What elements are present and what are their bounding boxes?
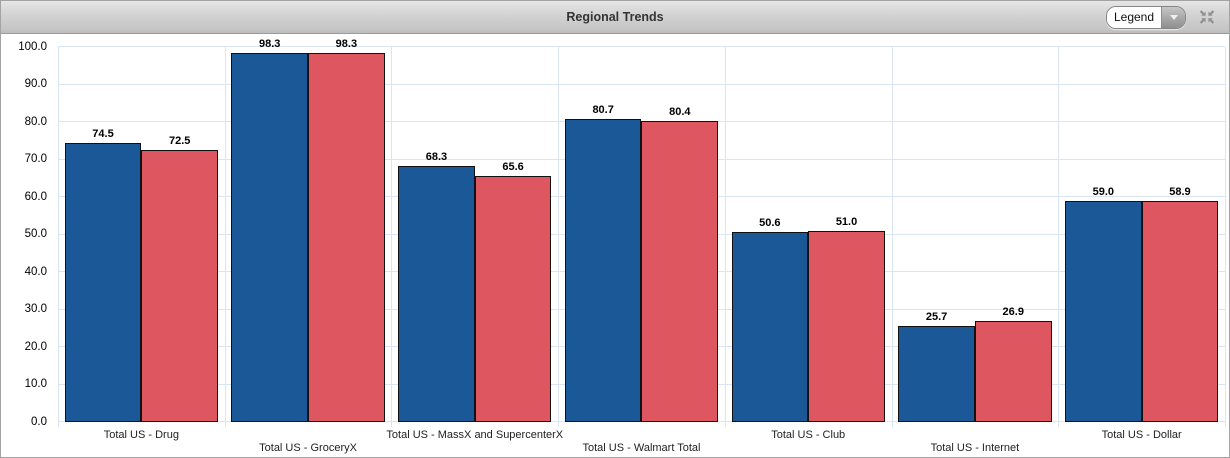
y-axis-tick-label: 60.0	[24, 190, 47, 203]
bar-series-2[interactable]: 26.9	[974, 306, 1052, 422]
x-axis-category-label: Total US - Club	[771, 429, 846, 441]
vertical-gridline	[891, 47, 893, 427]
bar-value-label: 65.6	[502, 161, 524, 173]
bar-value-label: 80.4	[669, 105, 691, 118]
x-axis-category-label: Total US - GroceryX	[259, 442, 357, 454]
bar-value-label: 26.9	[1002, 306, 1024, 319]
y-axis: 0.0 10.0 20.0 30.0 40.0 50.0 60.0 70.0 80.0 90.0 1…	[1, 41, 52, 427]
bar-series-2[interactable]: 80.4	[641, 106, 719, 422]
bar-group: 98.3 98.3 Total US - GroceryX	[225, 38, 392, 454]
bar-series-1[interactable]: 68.3	[398, 151, 475, 422]
bar-group: 74.5 72.5 Total US - Drug	[58, 47, 225, 441]
chart-area: 0.0 10.0 20.0 30.0 40.0 50.0 60.0 70.0 80.0 90.0 1…	[1, 34, 1229, 457]
bar-series-2[interactable]: 72.5	[141, 135, 219, 422]
y-axis-tick-label: 30.0	[24, 302, 47, 315]
legend-dropdown-arrow-button[interactable]	[1161, 7, 1185, 28]
bar-series-1[interactable]: 80.7	[564, 104, 642, 422]
vertical-gridline	[224, 47, 226, 427]
bar-series-1[interactable]: 98.3	[231, 38, 309, 422]
horizontal-gridline	[58, 46, 1225, 47]
y-axis-tick-label: 80.0	[24, 115, 47, 128]
x-axis-category-label: Total US - Walmart Total	[582, 442, 701, 454]
y-axis-tick-label: 50.0	[24, 227, 47, 240]
bar-value-label: 98.3	[335, 38, 358, 51]
chevron-down-icon	[1169, 15, 1178, 20]
vertical-gridline	[558, 47, 560, 427]
bar-value-label: 74.5	[92, 127, 114, 140]
bar-value-label: 59.0	[1092, 185, 1114, 198]
x-axis-category-label: Total US - Dollar	[1101, 429, 1182, 441]
bar-series-1[interactable]: 59.0	[1064, 186, 1142, 422]
bar-group: 50.6 51.0 Total US - Club	[725, 47, 892, 441]
legend-dropdown-value: Legend	[1107, 7, 1161, 28]
bar-value-label: 25.7	[925, 310, 948, 323]
vertical-gridline	[1225, 47, 1226, 427]
bar-group: 59.0 58.9 Total US - Dollar	[1058, 47, 1225, 441]
x-axis-category-label: Total US - Internet	[930, 442, 1020, 454]
plot-area: 74.5 72.5 Total US - Drug 98.3 98.3 Total US …	[58, 38, 1226, 454]
y-axis-tick-label: 0.0	[31, 415, 47, 428]
vertical-gridline	[391, 47, 393, 427]
y-axis-tick-label: 100.0	[18, 40, 47, 53]
widget-header: Regional Trends Legend	[1, 1, 1229, 34]
bar-value-label: 98.3	[259, 38, 281, 51]
bar-group: 25.7 26.9 Total US - Internet	[892, 47, 1059, 454]
bar-series-2[interactable]: 51.0	[808, 216, 885, 422]
bar-series-2[interactable]: 98.3	[308, 38, 385, 422]
bar-value-label: 80.7	[592, 104, 614, 117]
horizontal-gridline	[58, 83, 1225, 85]
y-axis-tick-label: 10.0	[24, 377, 47, 390]
bar-series-2[interactable]: 58.9	[1141, 186, 1219, 422]
bar-value-label: 51.0	[835, 215, 858, 228]
bar-value-label: 50.6	[759, 217, 781, 230]
y-axis-tick-label: 90.0	[24, 77, 47, 90]
bar-value-label: 58.9	[1169, 186, 1191, 199]
page-title: Regional Trends	[566, 10, 664, 24]
y-axis-tick-label: 40.0	[24, 265, 47, 278]
y-axis-tick-label: 20.0	[24, 340, 47, 353]
bar-group: 68.3 65.6 Total US - MassX and Supercenter…	[386, 47, 563, 441]
bar-series-1[interactable]: 74.5	[64, 128, 142, 422]
bar-series-2[interactable]: 65.6	[474, 161, 552, 422]
bar-series-1[interactable]: 25.7	[898, 311, 975, 422]
x-axis-category-label: Total US - Drug	[103, 429, 179, 441]
collapse-arrows-icon[interactable]	[1198, 9, 1216, 25]
bar-series-1[interactable]: 50.6	[731, 217, 809, 422]
y-axis-tick-label: 70.0	[24, 152, 47, 165]
bar-value-label: 72.5	[168, 135, 191, 148]
vertical-gridline	[58, 47, 59, 427]
legend-dropdown[interactable]: Legend	[1106, 6, 1186, 29]
vertical-gridline	[724, 47, 726, 427]
x-axis-category-label: Total US - MassX and SupercenterX	[386, 429, 564, 441]
vertical-gridline	[1058, 47, 1060, 427]
bar-value-label: 68.3	[425, 150, 448, 163]
bar-group: 80.7 80.4 Total US - Walmart Total	[558, 47, 725, 454]
